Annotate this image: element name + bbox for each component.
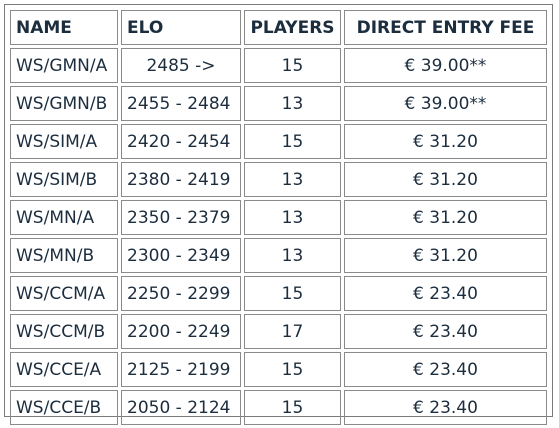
cell-fee: € 31.20 [344,162,547,197]
cell-players: 15 [244,276,341,311]
table-header-row: NAME ELO PLAYERS DIRECT ENTRY FEE [10,10,547,45]
cell-elo: 2125 - 2199 [121,352,241,387]
cell-name: WS/CCE/B [10,390,118,425]
table-row: WS/CCE/A 2125 - 2199 15 € 23.40 [10,352,547,387]
cell-name: WS/MN/B [10,238,118,273]
table-row: WS/GMN/A 2485 -> 15 € 39.00** [10,48,547,83]
cell-name: WS/MN/A [10,200,118,235]
cell-fee: € 39.00** [344,86,547,121]
cell-elo: 2250 - 2299 [121,276,241,311]
cell-players: 15 [244,352,341,387]
cell-fee: € 31.20 [344,238,547,273]
table-row: WS/MN/B 2300 - 2349 13 € 31.20 [10,238,547,273]
cell-fee: € 23.40 [344,352,547,387]
cell-name: WS/GMN/B [10,86,118,121]
cell-name: WS/SIM/B [10,162,118,197]
cell-elo: 2420 - 2454 [121,124,241,159]
cell-elo: 2380 - 2419 [121,162,241,197]
cell-players: 15 [244,124,341,159]
table-row: WS/SIM/B 2380 - 2419 13 € 31.20 [10,162,547,197]
cell-players: 15 [244,48,341,83]
cell-elo: 2300 - 2349 [121,238,241,273]
cell-players: 13 [244,200,341,235]
cell-elo: 2050 - 2124 [121,390,241,425]
cell-elo: 2350 - 2379 [121,200,241,235]
table-row: WS/SIM/A 2420 - 2454 15 € 31.20 [10,124,547,159]
table-row: WS/MN/A 2350 - 2379 13 € 31.20 [10,200,547,235]
cell-players: 13 [244,86,341,121]
cell-name: WS/CCE/A [10,352,118,387]
cell-name: WS/CCM/B [10,314,118,349]
cell-name: WS/CCM/A [10,276,118,311]
cell-fee: € 31.20 [344,200,547,235]
cell-fee: € 23.40 [344,314,547,349]
cell-fee: € 23.40 [344,390,547,425]
cell-name: WS/SIM/A [10,124,118,159]
tournament-fee-table: NAME ELO PLAYERS DIRECT ENTRY FEE WS/GMN… [7,7,550,428]
table-row: WS/CCE/B 2050 - 2124 15 € 23.40 [10,390,547,425]
cell-players: 13 [244,238,341,273]
cell-fee: € 31.20 [344,124,547,159]
column-header-name: NAME [10,10,118,45]
column-header-fee: DIRECT ENTRY FEE [344,10,547,45]
cell-players: 17 [244,314,341,349]
cell-fee: € 39.00** [344,48,547,83]
cell-name: WS/GMN/A [10,48,118,83]
cell-players: 13 [244,162,341,197]
table-row: WS/CCM/B 2200 - 2249 17 € 23.40 [10,314,547,349]
cell-elo: 2485 -> [121,48,241,83]
cell-players: 15 [244,390,341,425]
table-row: WS/CCM/A 2250 - 2299 15 € 23.40 [10,276,547,311]
cell-elo: 2200 - 2249 [121,314,241,349]
tournament-fee-table-frame: NAME ELO PLAYERS DIRECT ENTRY FEE WS/GMN… [4,4,553,425]
column-header-elo: ELO [121,10,241,45]
cell-elo: 2455 - 2484 [121,86,241,121]
cell-fee: € 23.40 [344,276,547,311]
column-header-players: PLAYERS [244,10,341,45]
table-row: WS/GMN/B 2455 - 2484 13 € 39.00** [10,86,547,121]
